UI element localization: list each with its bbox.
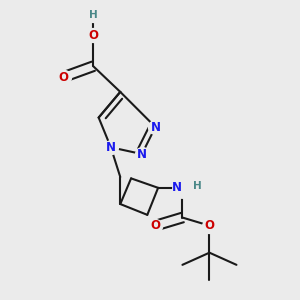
Text: O: O — [150, 219, 161, 232]
Text: H: H — [193, 182, 202, 191]
Text: H: H — [89, 10, 98, 20]
Text: O: O — [88, 29, 98, 42]
Text: N: N — [172, 181, 182, 194]
Text: N: N — [150, 121, 161, 134]
Text: N: N — [137, 148, 147, 160]
Text: O: O — [58, 70, 68, 83]
Text: O: O — [204, 219, 214, 232]
Text: N: N — [106, 141, 116, 154]
